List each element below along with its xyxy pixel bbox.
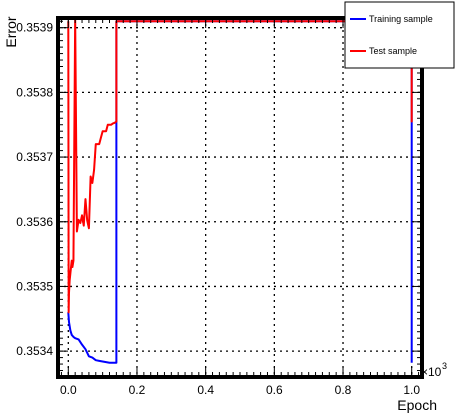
- y-tick-label: 0.3537: [16, 150, 53, 164]
- legend: Training sample Test sample: [344, 1, 455, 69]
- x-tick-label: 0.2: [129, 383, 146, 397]
- x-tick-label: 0.6: [266, 383, 283, 397]
- x-axis-multiplier: ×10 3: [421, 361, 447, 379]
- grid-layer: [58, 18, 422, 377]
- y-tick-label: 0.3536: [16, 215, 53, 229]
- series-layer: [67, 17, 413, 364]
- legend-label-test: Test sample: [369, 46, 417, 56]
- x-multiplier-base: ×10: [421, 365, 442, 379]
- y-tick-label: 0.3534: [16, 344, 53, 358]
- tick-label-layer: 0.0 0.2 0.4 0.6 0.8 1.0 0.3534 0.3535 0.3536 0.35…: [16, 21, 420, 397]
- x-tick-label: 1.0: [403, 383, 420, 397]
- series-line-test: [67, 17, 413, 314]
- x-tick-label: 0.4: [197, 383, 214, 397]
- y-tick-label: 0.3538: [16, 85, 53, 99]
- legend-label-training: Training sample: [369, 14, 433, 24]
- tick-layer: [58, 18, 422, 378]
- x-tick-label: 0.8: [335, 383, 352, 397]
- y-axis-title: Error: [3, 16, 19, 47]
- y-tick-label: 0.3539: [16, 21, 53, 35]
- legend-box: [344, 1, 455, 69]
- x-multiplier-exponent: 3: [442, 361, 447, 371]
- x-axis-title: Epoch: [397, 397, 437, 413]
- y-tick-label: 0.3535: [16, 279, 53, 293]
- x-tick-label: 0.0: [60, 383, 77, 397]
